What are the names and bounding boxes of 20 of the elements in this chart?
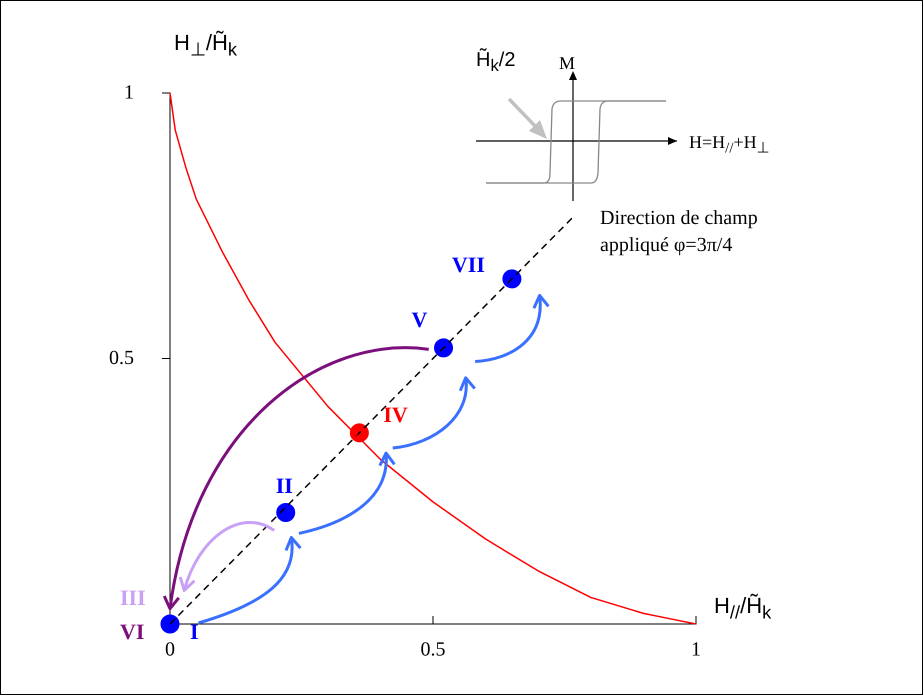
point xyxy=(434,338,454,358)
x-axis-title: H$_{//}$/H̃$_{k}$ xyxy=(714,593,772,623)
annotation: VII xyxy=(452,252,485,278)
text: H̃$_{k}$/2 xyxy=(476,49,516,76)
x-tick-label: 1 xyxy=(691,638,701,660)
text: M xyxy=(559,53,576,74)
y-axis-title: H$_{⊥}$/H̃$_{k}$ xyxy=(174,30,238,60)
annotation: Direction de champ appliqué φ=3π/4 xyxy=(600,206,759,258)
x-tick-label: 0 xyxy=(165,638,175,660)
x-tick-label: 0.5 xyxy=(420,638,446,660)
annotation: V xyxy=(412,306,428,332)
point xyxy=(160,614,180,634)
annotation: IV xyxy=(383,402,408,428)
point xyxy=(502,269,522,288)
annotation: III xyxy=(120,585,146,610)
point xyxy=(276,502,296,522)
annotation: H=H$_{//}$+H$_{⊥}$ xyxy=(689,132,770,158)
annotation: II xyxy=(276,473,293,499)
annotation: VI xyxy=(120,619,144,644)
annotation: I xyxy=(190,619,199,644)
